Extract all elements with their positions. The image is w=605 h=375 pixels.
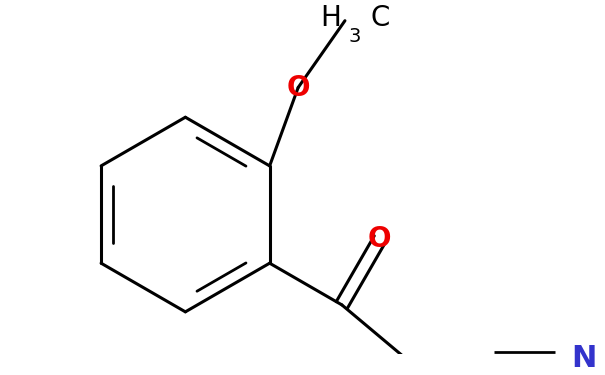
Text: N: N (572, 344, 597, 373)
Text: O: O (368, 225, 391, 253)
Text: O: O (286, 74, 310, 102)
Text: C: C (371, 4, 390, 32)
Text: H: H (321, 4, 341, 32)
Text: 3: 3 (348, 27, 361, 46)
